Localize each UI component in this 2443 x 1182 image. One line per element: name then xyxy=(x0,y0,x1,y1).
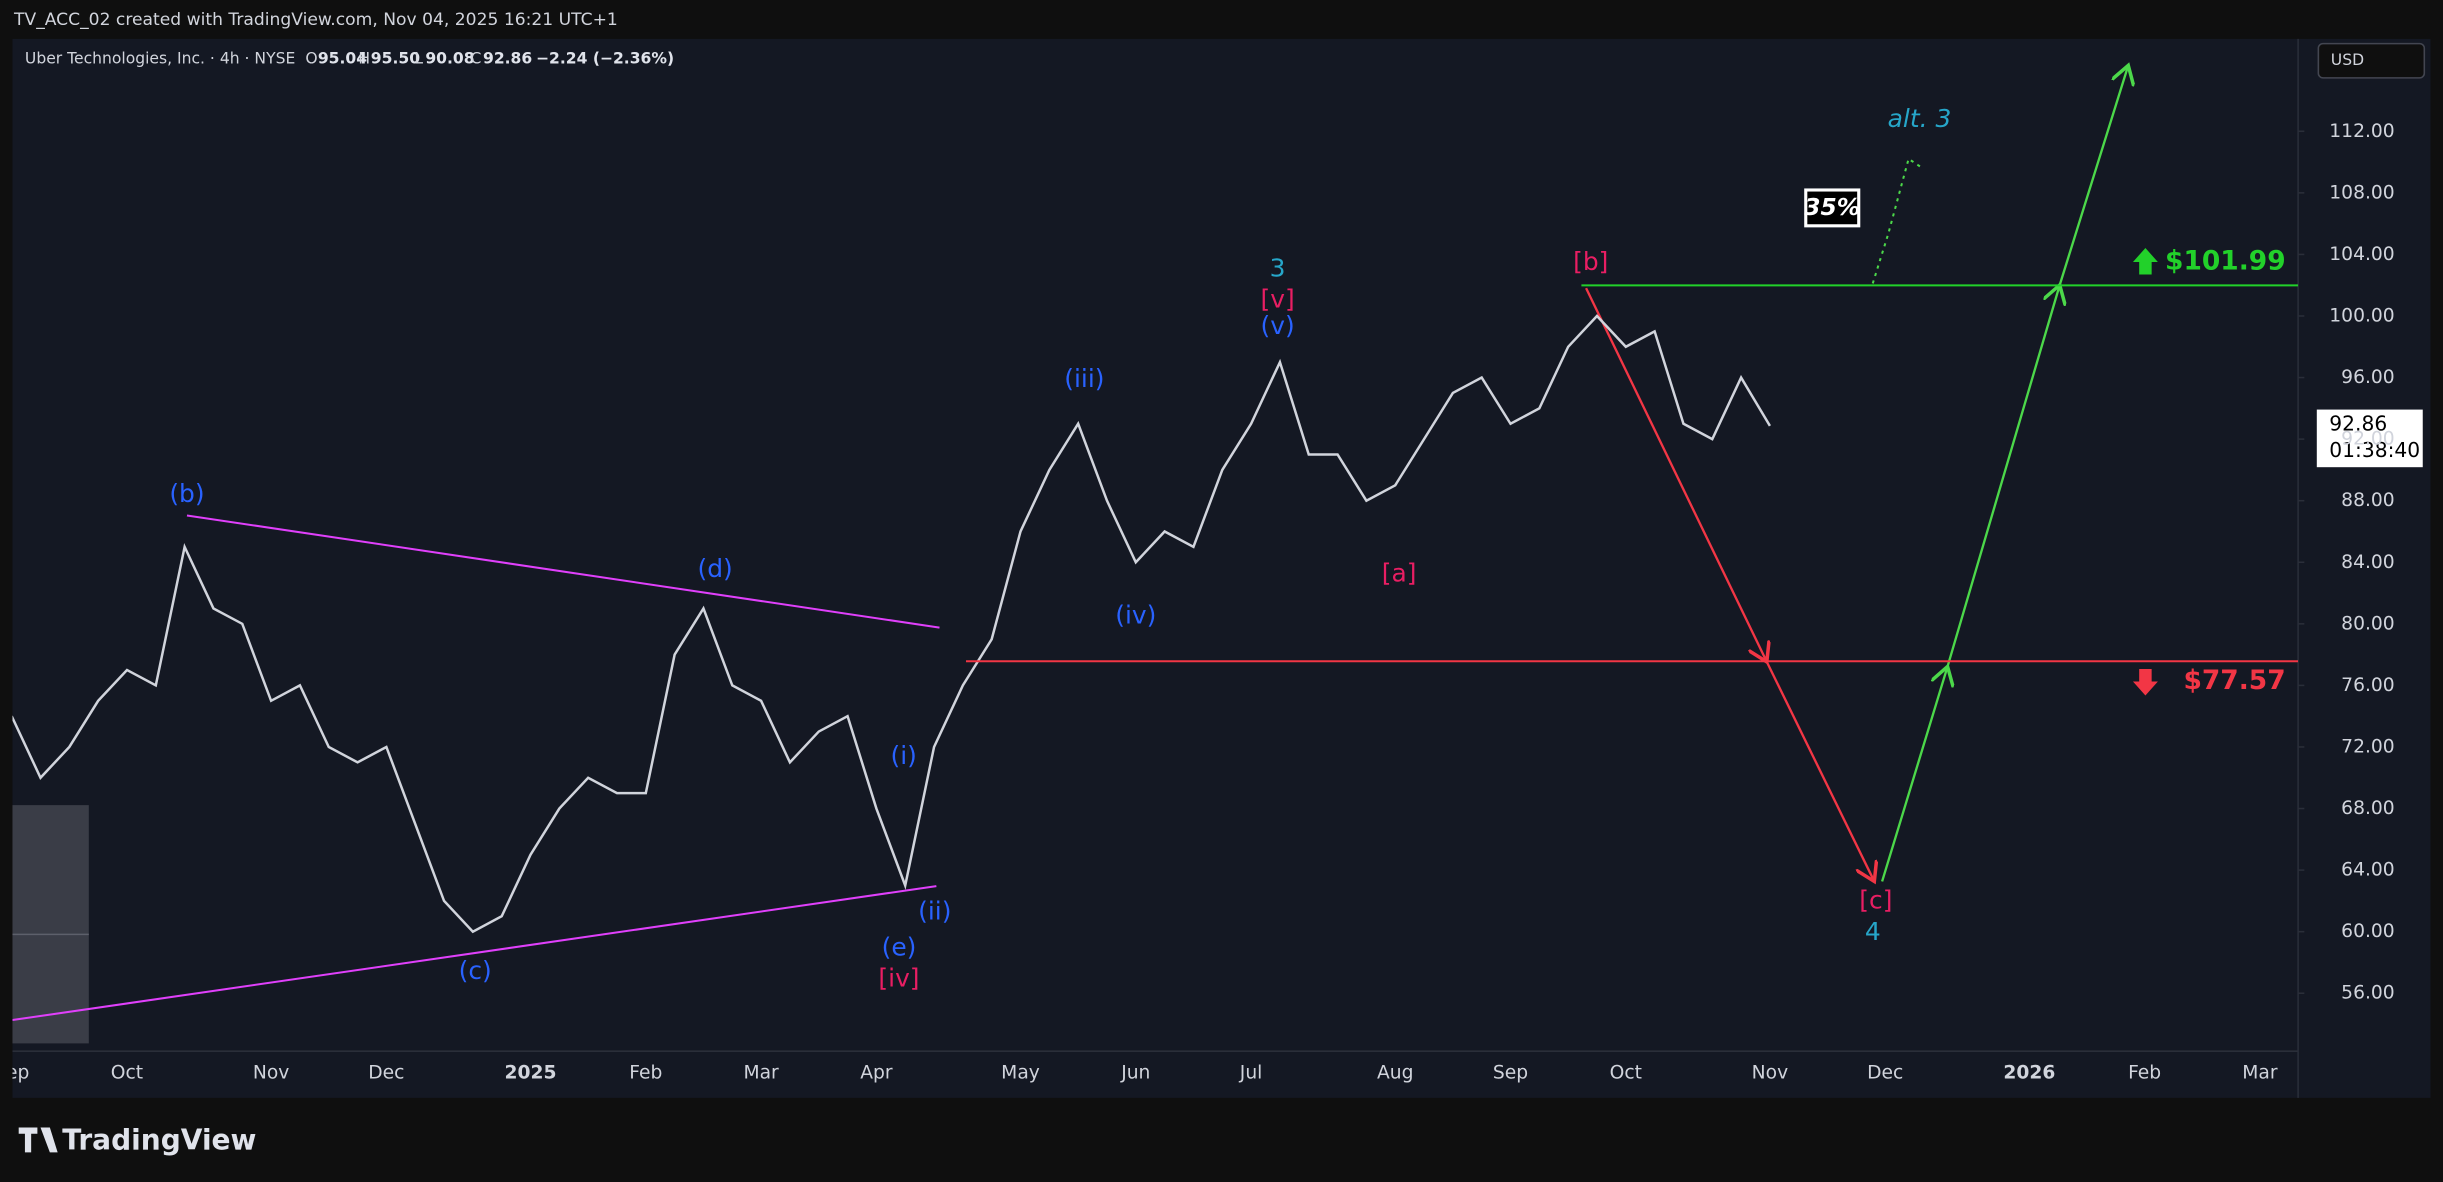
x-tick-label: Oct xyxy=(1610,1062,1642,1083)
level-label: $77.57 xyxy=(2183,665,2285,696)
level-arrow xyxy=(2132,247,2158,275)
x-tick-label: Mar xyxy=(743,1062,779,1083)
triangle-lower xyxy=(12,885,937,1022)
wave-label: 4 xyxy=(1865,917,1881,946)
x-tick-label: May xyxy=(1001,1062,1040,1083)
y-tick-label: 92.00 xyxy=(2341,429,2395,450)
x-tick-label: Feb xyxy=(2128,1062,2161,1083)
price-tag-price: 92.86 xyxy=(2329,412,2387,436)
x-tick-label: Feb xyxy=(629,1062,662,1083)
wave-label: (b) xyxy=(169,479,204,508)
wave-label: (i) xyxy=(890,741,916,770)
logo-icon xyxy=(18,1127,58,1153)
wave-label: 3 xyxy=(1270,253,1286,282)
x-tick-label: Nov xyxy=(253,1062,289,1083)
open: 95.04 xyxy=(318,50,367,68)
wave-label: alt. 3 xyxy=(1888,104,1952,133)
x-tick-label: 2025 xyxy=(504,1062,556,1083)
x-tick-label: Dec xyxy=(1867,1062,1903,1083)
x-tick-label: Mar xyxy=(2242,1062,2278,1083)
low: 90.08 xyxy=(425,50,474,68)
y-tick-label: 64.00 xyxy=(2341,860,2395,881)
probability-box-inner xyxy=(1807,191,1858,225)
wave-label: (v) xyxy=(1260,311,1294,340)
x-tick-label: Apr xyxy=(860,1062,893,1083)
level-arrow xyxy=(2132,669,2158,696)
y-tick-label: 80.00 xyxy=(2341,613,2395,634)
y-tick-label: 56.00 xyxy=(2341,983,2395,1004)
y-tick-label: 100.00 xyxy=(2329,305,2394,326)
symbol: Uber Technologies, Inc. · 4h · NYSE xyxy=(25,50,295,68)
close-label: C xyxy=(471,50,482,68)
y-tick-label: 68.00 xyxy=(2341,798,2395,819)
alt-projection xyxy=(1871,157,1924,284)
open-label: O xyxy=(305,50,317,68)
y-tick-label: 76.00 xyxy=(2341,675,2395,696)
high-label: H xyxy=(358,50,370,68)
triangle-upper xyxy=(186,514,940,629)
caption: TV_ACC_02 created with TradingView.com, … xyxy=(13,10,618,30)
x-tick-label: 2026 xyxy=(2003,1062,2055,1083)
volume-profile-box xyxy=(12,805,89,1044)
currency-button[interactable] xyxy=(2317,42,2426,79)
change: −2.24 (−2.36%) xyxy=(536,50,674,68)
x-tick-label: Oct xyxy=(111,1062,143,1083)
y-tick-label: 88.00 xyxy=(2341,490,2395,511)
wave-label: (iii) xyxy=(1064,364,1104,393)
close: 92.86 xyxy=(483,50,532,68)
price-tag xyxy=(2316,409,2423,468)
wave-label: [iv] xyxy=(878,964,919,993)
wave-label: (ii) xyxy=(918,897,951,926)
wave-label: (e) xyxy=(882,932,917,961)
price-tag-countdown: 01:38:40 xyxy=(2329,438,2420,462)
wave-label: [v] xyxy=(1260,285,1294,314)
plot xyxy=(12,65,2299,1022)
wave-label: [b] xyxy=(1573,247,1608,276)
x-tick-label: Aug xyxy=(1377,1062,1414,1083)
wave-label: 35% xyxy=(1804,193,1860,221)
x-tick-label: Dec xyxy=(368,1062,404,1083)
legend: Uber Technologies, Inc. · 4h · NYSE O 95… xyxy=(25,50,674,68)
x-tick-label: Sep xyxy=(0,1062,29,1083)
x-tick-label: Nov xyxy=(1752,1062,1788,1083)
y-tick-label: 104.00 xyxy=(2329,244,2394,265)
logo: TradingView xyxy=(62,1124,256,1157)
y-tick-label: 84.00 xyxy=(2341,552,2395,573)
projection-up xyxy=(1880,65,2128,882)
wave-label: (iv) xyxy=(1115,601,1156,630)
price-line xyxy=(12,314,1771,934)
y-tick-label: 72.00 xyxy=(2341,736,2395,757)
x-tick-label: Jul xyxy=(1239,1062,1263,1083)
y-tick-label: 108.00 xyxy=(2329,182,2394,203)
high: 95.50 xyxy=(371,50,420,68)
x-tick-label: Sep xyxy=(1493,1062,1528,1083)
y-tick-label: 112.00 xyxy=(2329,121,2394,142)
low-label: L xyxy=(414,50,423,68)
y-tick-label: 60.00 xyxy=(2341,921,2395,942)
wave-label: (d) xyxy=(698,554,733,583)
x-tick-label: Jun xyxy=(1120,1062,1150,1083)
wave-label: (c) xyxy=(459,956,492,985)
y-tick-label: 96.00 xyxy=(2341,367,2395,388)
wave-label: [c] xyxy=(1859,886,1892,915)
plot-background xyxy=(12,38,2431,1098)
wave-label: [a] xyxy=(1382,559,1417,588)
level-label: $101.99 xyxy=(2165,246,2286,277)
currency: USD xyxy=(2331,51,2364,69)
